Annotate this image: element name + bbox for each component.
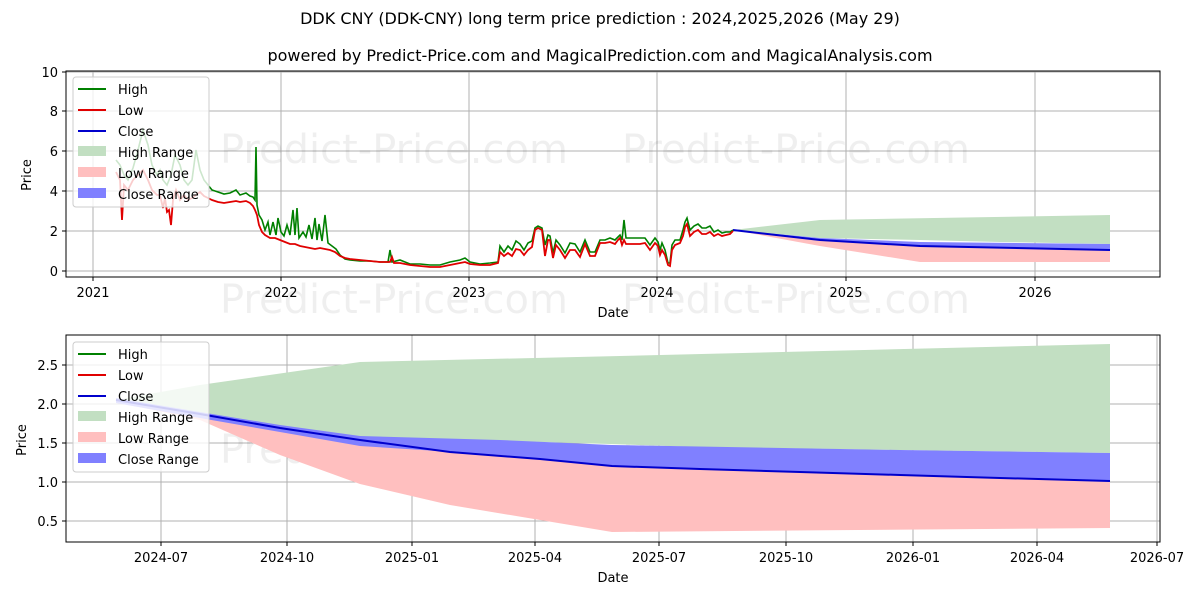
x-tick-label: 2024-07: [134, 551, 188, 566]
x-tick-label: 2026-04: [1010, 551, 1064, 566]
x-tick-label: 2026: [1018, 286, 1051, 301]
top-chart: Predict-Price.com Predict-Price.com Pred…: [20, 66, 1161, 323]
bottom-x-ticks: 2024-07 2024-10 2025-01 2025-04 2025-07 …: [134, 542, 1184, 566]
bottom-x-axis-label: Date: [597, 571, 628, 586]
bottom-high-range: [116, 344, 1110, 453]
y-tick-label: 0: [50, 265, 58, 280]
y-tick-label: 2: [50, 225, 58, 240]
legend-label: High: [118, 348, 148, 363]
chart-subtitle: powered by Predict-Price.com and Magical…: [267, 46, 933, 65]
legend-close-range-swatch: [78, 453, 106, 463]
top-high-range: [733, 215, 1110, 244]
legend-label: High Range: [118, 411, 193, 426]
legend-label: High: [118, 83, 148, 98]
chart-title: DDK CNY (DDK-CNY) long term price predic…: [300, 9, 900, 28]
legend-high-range-swatch: [78, 411, 106, 421]
y-tick-label: 4: [50, 185, 58, 200]
x-tick-label: 2025: [829, 286, 862, 301]
x-tick-label: 2026-01: [886, 551, 940, 566]
top-y-axis-label: Price: [20, 159, 35, 191]
bottom-legend: High Low Close High Range Low Range Clos…: [72, 341, 210, 473]
top-axes-frame: [65, 70, 1161, 278]
legend-label: Close Range: [118, 453, 199, 468]
y-tick-label: 8: [50, 105, 58, 120]
watermark: Predict-Price.com: [220, 277, 568, 323]
legend-high-range-swatch: [78, 146, 106, 156]
y-tick-label: 10: [41, 66, 58, 81]
x-tick-label: 2025-07: [632, 551, 686, 566]
x-tick-label: 2024-10: [260, 551, 314, 566]
watermark: Predict-Price.com: [622, 127, 970, 173]
legend-label: Low Range: [118, 167, 189, 182]
bottom-close-line: [115, 399, 1111, 482]
top-close-range: [733, 230, 1110, 250]
legend-label: Close: [118, 390, 153, 405]
top-close-line: [732, 229, 1111, 251]
legend-low-range-swatch: [78, 167, 106, 177]
y-tick-label: 2.5: [37, 359, 58, 374]
legend-label: High Range: [118, 146, 193, 161]
x-tick-label: 2024: [640, 286, 673, 301]
x-tick-label: 2021: [76, 286, 109, 301]
y-tick-label: 6: [50, 145, 58, 160]
legend-label: Close Range: [118, 188, 199, 203]
legend-label: Low: [118, 369, 144, 384]
y-tick-label: 1.5: [37, 437, 58, 452]
legend-close-range-swatch: [78, 188, 106, 198]
legend-box: [72, 341, 210, 473]
legend-label: Low Range: [118, 432, 189, 447]
bottom-chart: Predict-Price.com Predict-Price.com 0.5 …: [15, 334, 1184, 586]
x-tick-label: 2025-10: [759, 551, 813, 566]
legend-box: [72, 76, 210, 208]
top-high-line: [115, 127, 734, 266]
legend-label: Close: [118, 125, 153, 140]
x-tick-label: 2023: [452, 286, 485, 301]
x-tick-label: 2025-01: [385, 551, 439, 566]
y-tick-label: 0.5: [37, 515, 58, 530]
y-tick-label: 1.0: [37, 476, 58, 491]
watermark: Predict-Price.com: [622, 277, 970, 323]
x-tick-label: 2026-07: [1130, 551, 1184, 566]
legend-label: Low: [118, 104, 144, 119]
top-x-axis-label: Date: [597, 306, 628, 321]
top-y-ticks: 0 2 4 6 8 10: [41, 66, 66, 280]
bottom-close-range: [116, 398, 1110, 481]
legend-low-range-swatch: [78, 432, 106, 442]
watermark: Predict-Price.com: [220, 127, 568, 173]
top-legend: High Low Close High Range Low Range Clos…: [72, 76, 210, 208]
bottom-axes-frame: [65, 334, 1161, 543]
x-tick-label: 2022: [264, 286, 297, 301]
bottom-y-ticks: 0.5 1.0 1.5 2.0 2.5: [37, 359, 66, 530]
y-tick-label: 2.0: [37, 398, 58, 413]
top-x-ticks: 2021 2022 2023 2024 2025 2026: [76, 277, 1052, 301]
x-tick-label: 2025-04: [508, 551, 562, 566]
bottom-y-axis-label: Price: [15, 424, 30, 456]
